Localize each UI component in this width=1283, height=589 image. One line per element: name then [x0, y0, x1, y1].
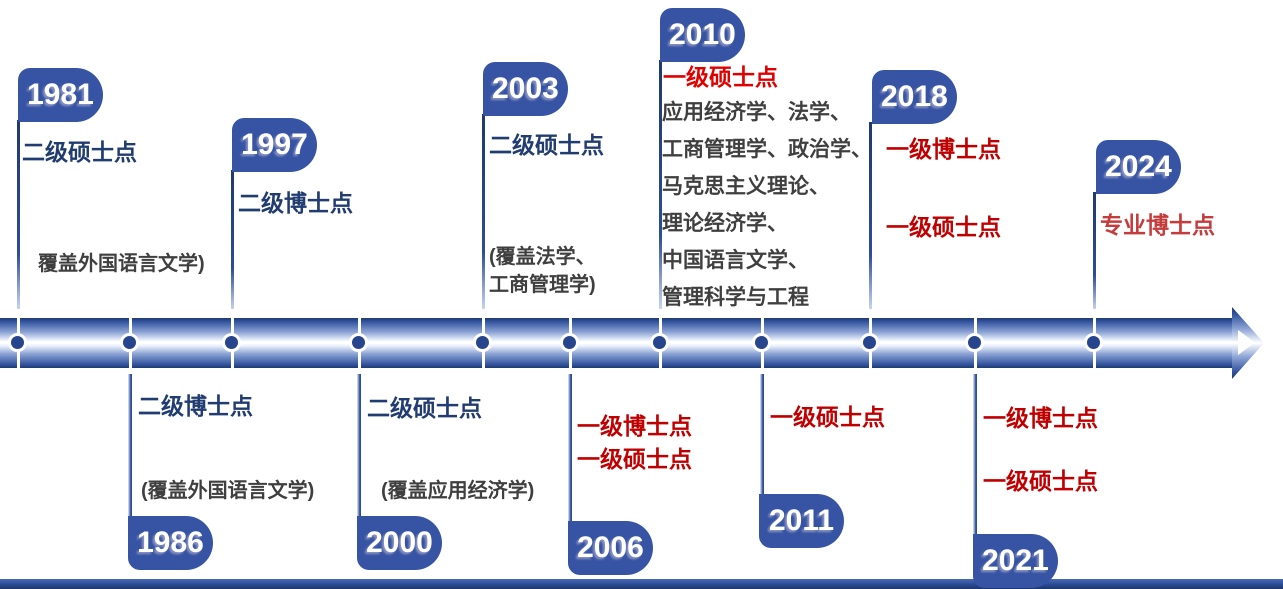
connector-line	[357, 374, 361, 520]
connector-line	[659, 60, 662, 311]
year-badge-2010: 2010	[660, 8, 745, 62]
coverage-note: 覆盖外国语言文学)	[38, 253, 205, 275]
year-badge-2000: 2000	[357, 516, 442, 570]
coverage-note: (覆盖外国语言文学)	[141, 480, 315, 502]
milestone-label: 专业博士点	[1100, 212, 1215, 238]
connector-line	[869, 122, 872, 311]
milestone-label: 二级硕士点	[367, 395, 482, 421]
tick-dot	[650, 333, 669, 352]
milestone-label: 一级硕士点	[886, 214, 1001, 240]
connector-line	[973, 374, 977, 538]
milestone-label: 二级博士点	[238, 190, 353, 216]
tick-dot	[860, 333, 879, 352]
milestone-label: 一级硕士点	[577, 446, 692, 472]
tick-dot	[752, 333, 771, 352]
milestone-label: 二级博士点	[138, 393, 253, 419]
year-badge-2006: 2006	[568, 521, 653, 575]
connector-line	[231, 170, 234, 311]
year-badge-1981: 1981	[18, 68, 103, 122]
bottom-edge-bar	[0, 579, 1283, 589]
milestone-label: 一级博士点	[886, 136, 1001, 162]
year-badge-2021: 2021	[973, 534, 1058, 588]
year-badge-1997: 1997	[232, 118, 317, 172]
milestone-label: 一级硕士点	[770, 404, 885, 430]
tick-dot	[349, 333, 368, 352]
tick-dot	[965, 333, 984, 352]
milestone-label: 二级硕士点	[22, 139, 137, 165]
connector-line	[1093, 192, 1096, 311]
connector-line	[760, 374, 764, 498]
timeline-centerline	[0, 341, 1246, 344]
connector-line	[568, 374, 572, 525]
tick-dot	[473, 333, 492, 352]
coverage-note: (覆盖应用经济学)	[381, 480, 535, 502]
milestone-label: 二级硕士点	[489, 132, 604, 158]
year-badge-2011: 2011	[759, 494, 844, 548]
tick-dot	[560, 333, 579, 352]
milestone-label: 一级硕士点	[983, 468, 1098, 494]
year-badge-2024: 2024	[1096, 140, 1181, 194]
tick-dot	[1084, 333, 1103, 352]
coverage-note: (覆盖法学、 工商管理学)	[489, 246, 596, 296]
connector-line	[482, 114, 485, 311]
milestone-label: 一级博士点	[577, 413, 692, 439]
milestone-label: 一级硕士点	[663, 64, 778, 90]
year-badge-2018: 2018	[872, 70, 957, 124]
connector-line	[128, 374, 132, 520]
discipline-list: 应用经济学、法学、 工商管理学、政治学、 马克思主义理论、 理论经济学、 中国语…	[662, 101, 872, 309]
tick-dot	[8, 333, 27, 352]
connector-line	[17, 120, 20, 311]
milestone-label: 一级博士点	[983, 405, 1098, 431]
tick-dot	[222, 333, 241, 352]
year-badge-2003: 2003	[483, 62, 568, 116]
tick-dot	[120, 333, 139, 352]
year-badge-1986: 1986	[128, 516, 213, 570]
